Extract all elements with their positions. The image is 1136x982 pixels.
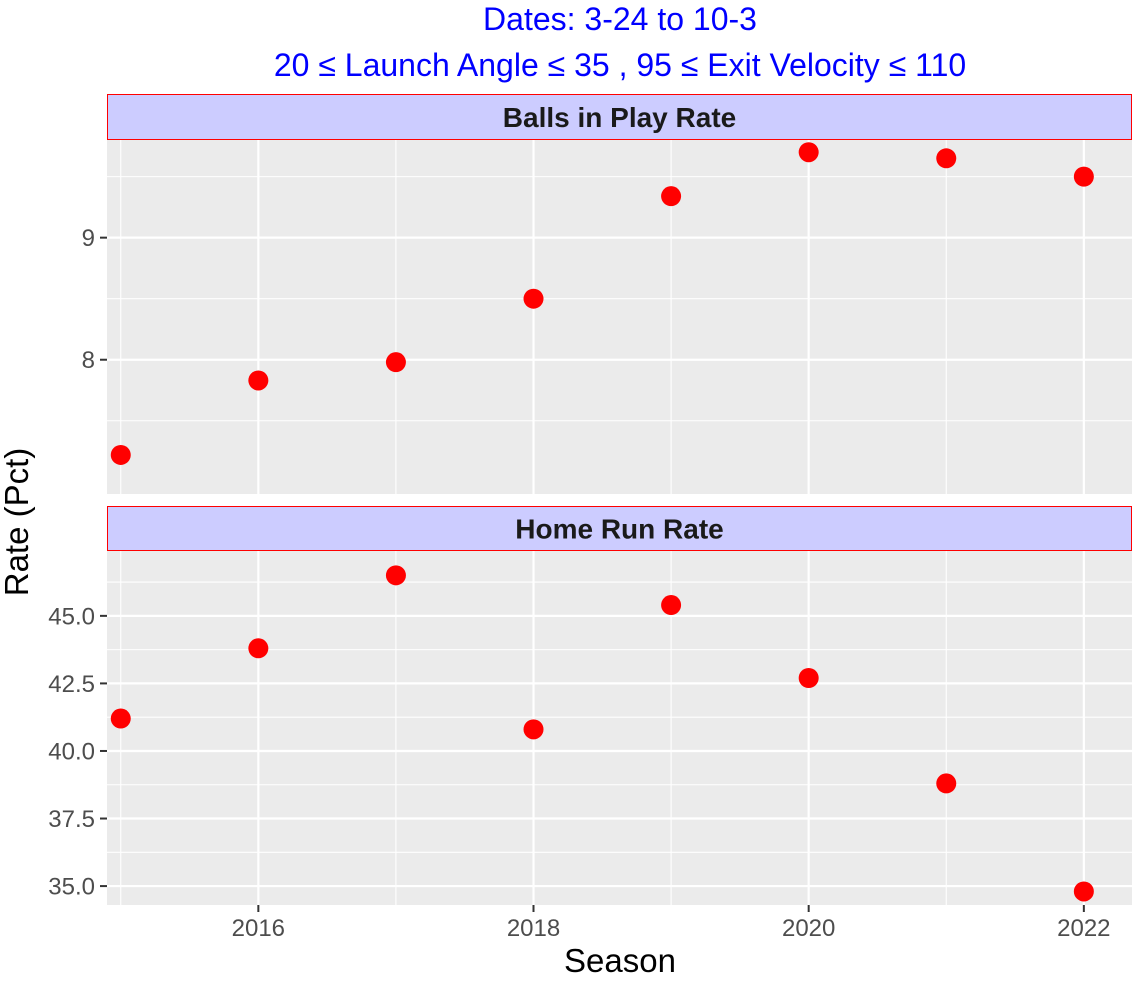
data-point <box>385 352 406 373</box>
panel-background <box>107 140 1132 494</box>
facet-panels: 8 9 Balls in Play Rate 35.0 37.5 40.0 42.5 45.0… <box>48 94 1132 905</box>
y-axis-title: Rate (Pct) <box>0 448 35 597</box>
x-tick-label: 2020 <box>782 915 835 942</box>
facet-strip <box>107 506 1132 551</box>
facet-strip-label: Balls in Play Rate <box>503 102 736 133</box>
data-point <box>798 668 819 689</box>
facet-panel-1: 8 9 Balls in Play Rate <box>82 94 1132 494</box>
y-tick-label: 45.0 <box>48 603 95 630</box>
facet-panel-2: 35.0 37.5 40.0 42.5 45.0 Home Run Rate <box>48 506 1132 905</box>
data-point <box>661 595 682 616</box>
data-point <box>1073 881 1094 902</box>
y-tick-label: 8 <box>82 347 95 374</box>
data-point <box>798 142 819 163</box>
chart-title-line2: 20 ≤ Launch Angle ≤ 35 , 95 ≤ Exit Veloc… <box>274 47 966 83</box>
data-point <box>936 773 957 794</box>
x-axis-title: Season <box>564 942 676 979</box>
x-tick-label: 2022 <box>1057 915 1110 942</box>
data-point <box>385 565 406 586</box>
y-tick-label: 37.5 <box>48 806 95 833</box>
data-point <box>523 288 544 309</box>
y-tick-label: 40.0 <box>48 738 95 765</box>
data-point <box>248 370 269 391</box>
y-tick-label: 35.0 <box>48 874 95 901</box>
data-point <box>1073 166 1094 187</box>
panel-background <box>107 551 1132 905</box>
facet-strip <box>107 94 1132 140</box>
y-tick-label: 9 <box>82 225 95 252</box>
chart-title-line1: Dates: 3-24 to 10-3 <box>483 1 757 37</box>
x-tick-label: 2016 <box>232 915 285 942</box>
data-point <box>110 708 131 729</box>
data-point <box>661 186 682 207</box>
data-point <box>523 719 544 740</box>
y-tick-label: 42.5 <box>48 671 95 698</box>
x-axis: 2016 2018 2020 2022 <box>232 905 1111 942</box>
facet-strip-label: Home Run Rate <box>515 514 723 545</box>
data-point <box>110 444 131 465</box>
data-point <box>936 148 957 169</box>
x-tick-label: 2018 <box>507 915 560 942</box>
data-point <box>248 638 269 659</box>
